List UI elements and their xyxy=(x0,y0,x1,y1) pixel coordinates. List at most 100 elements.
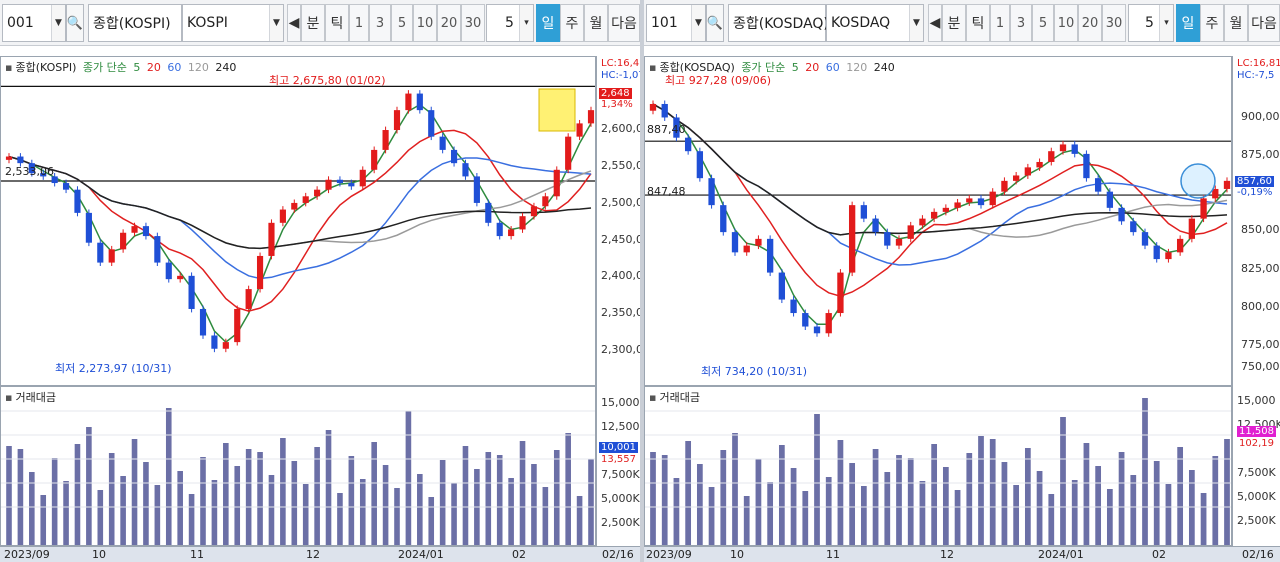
chart-legend: ▪ 종합(KOSDAQ) 종가 단순 5 20 60 120 240 xyxy=(649,61,895,74)
volume-bar xyxy=(1071,480,1078,545)
candle-body xyxy=(1212,188,1219,199)
volume-plot[interactable] xyxy=(1,387,596,546)
prev-arrow-icon[interactable]: ◀ xyxy=(928,4,942,42)
interval-5-button[interactable]: 5 xyxy=(1032,4,1054,42)
interval-1-button[interactable]: 1 xyxy=(990,4,1010,42)
price-chart[interactable]: ▪ 종합(KOSDAQ) 종가 단순 5 20 60 120 240 최고 927… xyxy=(644,56,1232,386)
candle-body xyxy=(649,103,657,111)
period-week-button[interactable]: 주 xyxy=(1200,4,1224,42)
chevron-down-icon[interactable]: ▾ xyxy=(1159,5,1173,41)
candle-body xyxy=(1024,167,1032,176)
chevron-down-icon[interactable]: ▼ xyxy=(269,5,283,41)
toolbar: 101 ▼ 🔍 종합(KOSDAQ) KOSDAQ ▼ ◀ 분 틱 1 3 5 10… xyxy=(644,0,1280,46)
candle-body xyxy=(291,202,298,210)
period-month-button[interactable]: 월 xyxy=(584,4,608,42)
volume-chart[interactable]: ▪ 거래대금 xyxy=(644,386,1232,546)
volume-bar xyxy=(1083,443,1090,545)
search-icon[interactable]: 🔍 xyxy=(66,4,84,42)
chevron-down-icon[interactable]: ▼ xyxy=(909,5,923,41)
x-axis: 2023/09 10 11 12 2024/01 02 02/16 xyxy=(0,546,640,562)
period-day-button[interactable]: 일 xyxy=(1176,4,1200,42)
count-select[interactable]: 5 ▾ xyxy=(1128,4,1174,42)
low-annotation: 최저 734,20 (10/31) xyxy=(701,365,808,378)
volume-plot[interactable] xyxy=(645,387,1232,546)
volume-bar xyxy=(1048,494,1055,545)
interval-30-button[interactable]: 30 xyxy=(461,4,485,42)
interval-10-button[interactable]: 10 xyxy=(1054,4,1078,42)
interval-20-button[interactable]: 20 xyxy=(1078,4,1102,42)
candle-body xyxy=(40,173,47,177)
y-tick: 2,500K xyxy=(601,516,640,529)
interval-1-button[interactable]: 1 xyxy=(349,4,369,42)
interval-tick-button[interactable]: 틱 xyxy=(325,4,349,42)
candle-body xyxy=(1071,144,1078,154)
next-button[interactable]: 다음 xyxy=(1248,4,1280,42)
candle-body xyxy=(188,275,195,309)
volume-bar xyxy=(211,480,218,545)
candle-body xyxy=(825,313,832,334)
volume-bar xyxy=(1095,466,1102,545)
period-week-button[interactable]: 주 xyxy=(560,4,584,42)
price-chart[interactable]: ▪ 종합(KOSPI) 종가 단순 5 20 60 120 240 최고 2,67… xyxy=(0,56,596,386)
count-select[interactable]: 5 ▾ xyxy=(486,4,534,42)
moving-average-line xyxy=(8,103,592,344)
volume-tag: 10,001 xyxy=(599,442,638,453)
search-icon[interactable]: 🔍 xyxy=(706,4,724,42)
price-plot[interactable] xyxy=(1,57,596,386)
interval-3-button[interactable]: 3 xyxy=(1010,4,1032,42)
interval-minute-button[interactable]: 분 xyxy=(301,4,325,42)
candle-body xyxy=(199,308,207,336)
interval-5-button[interactable]: 5 xyxy=(391,4,413,42)
period-month-button[interactable]: 월 xyxy=(1224,4,1248,42)
volume-bar xyxy=(6,446,12,545)
volume-bar xyxy=(519,441,526,545)
volume-chart[interactable]: ▪ 거래대금 xyxy=(0,386,596,546)
interval-30-button[interactable]: 30 xyxy=(1102,4,1126,42)
volume-bar xyxy=(97,490,104,545)
index-select[interactable]: KOSDAQ ▼ xyxy=(826,4,924,42)
x-label: 11 xyxy=(190,548,204,561)
chevron-down-icon[interactable]: ▼ xyxy=(51,5,65,41)
price-plot[interactable] xyxy=(645,57,1232,386)
volume-bar xyxy=(542,487,549,545)
chevron-down-icon[interactable]: ▼ xyxy=(691,5,705,41)
volume-bar xyxy=(417,474,423,545)
interval-tick-button[interactable]: 틱 xyxy=(966,4,990,42)
volume-bar xyxy=(708,487,715,545)
volume-bar xyxy=(508,478,514,545)
candle-body xyxy=(919,218,926,226)
candle-body xyxy=(778,272,786,300)
volume-bar xyxy=(553,450,560,545)
volume-bar xyxy=(907,458,914,545)
period-day-button[interactable]: 일 xyxy=(536,4,560,42)
candle-body xyxy=(884,232,891,246)
candle-body xyxy=(245,289,252,309)
volume-bar xyxy=(348,456,355,545)
volume-bar xyxy=(394,488,400,545)
volume-bar xyxy=(860,486,867,545)
volume-bar xyxy=(1024,448,1031,545)
volume-scale: 15,000K 12,500K 10,001 13,557 7,500K 5,0… xyxy=(596,386,640,546)
interval-minute-button[interactable]: 분 xyxy=(942,4,966,42)
volume-bar xyxy=(673,478,680,545)
volume-bar xyxy=(1130,475,1137,545)
candle-body xyxy=(28,163,35,174)
volume-bar xyxy=(302,484,309,545)
index-select[interactable]: KOSPI ▼ xyxy=(182,4,284,42)
prev-arrow-icon[interactable]: ◀ xyxy=(287,4,301,42)
candle-body xyxy=(802,313,809,327)
next-button[interactable]: 다음 xyxy=(608,4,640,42)
volume-bar xyxy=(439,460,446,545)
volume-bar xyxy=(1200,493,1207,545)
interval-20-button[interactable]: 20 xyxy=(437,4,461,42)
chevron-down-icon[interactable]: ▾ xyxy=(519,5,533,41)
lc-tag: LC:16,81 xyxy=(1237,58,1280,69)
code-input[interactable]: 101 ▼ xyxy=(646,4,706,42)
interval-3-button[interactable]: 3 xyxy=(369,4,391,42)
pane-divider[interactable] xyxy=(640,0,644,562)
volume-bar xyxy=(51,458,58,545)
volume-bar xyxy=(565,433,571,545)
volume-bar xyxy=(743,496,750,545)
interval-10-button[interactable]: 10 xyxy=(413,4,437,42)
code-input[interactable]: 001 ▼ xyxy=(2,4,66,42)
